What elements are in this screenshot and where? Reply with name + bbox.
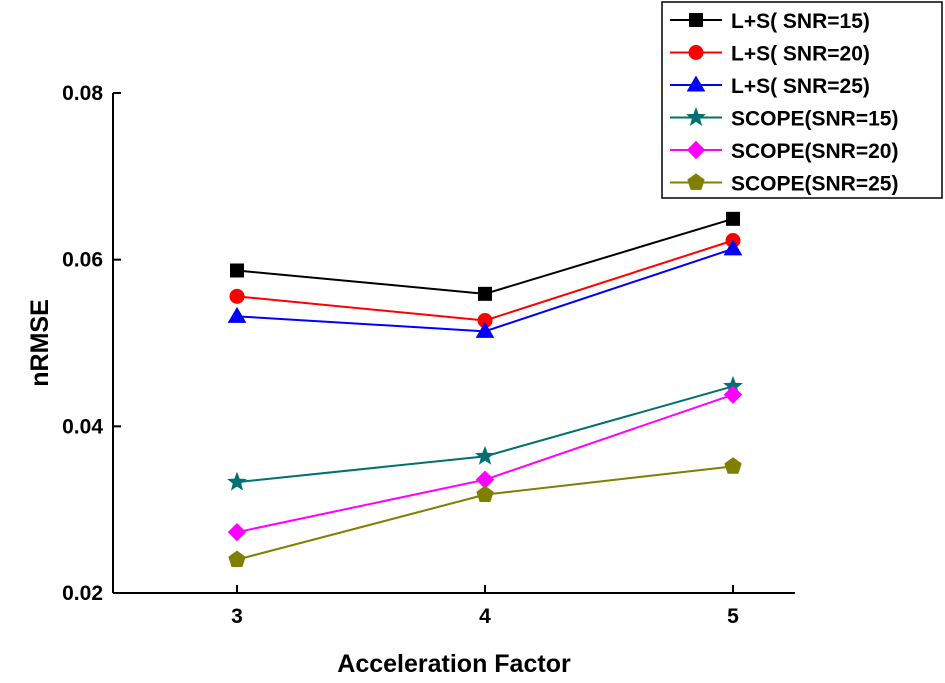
data-point-circle — [229, 288, 245, 304]
y-tick-label: 0.04 — [62, 415, 103, 438]
x-tick-label: 3 — [231, 605, 243, 628]
legend-label: L+S( SNR=15) — [731, 10, 870, 33]
x-axis-title: Acceleration Factor — [337, 650, 571, 678]
data-point-square — [230, 263, 244, 278]
x-tick-label: 5 — [727, 605, 739, 628]
legend-marker-pentagon — [687, 173, 705, 190]
y-tick-label: 0.06 — [62, 249, 103, 272]
data-point-triangle — [475, 321, 495, 338]
legend-marker-star — [686, 107, 706, 126]
legend-box — [661, 1, 943, 199]
data-point-square — [478, 286, 492, 301]
data-point-triangle — [723, 239, 743, 256]
series-line — [236, 385, 734, 484]
data-point-diamond — [723, 385, 743, 404]
legend-marker-square — [689, 13, 703, 27]
data-point-star — [475, 445, 495, 465]
series-line — [236, 239, 734, 322]
legend-label: L+S( SNR=25) — [731, 75, 870, 98]
legend-entry: L+S( SNR=20) — [670, 43, 870, 66]
data-point-pentagon — [476, 485, 494, 503]
legend-label: SCOPE(SNR=20) — [731, 140, 898, 163]
legend-marker-triangle — [686, 75, 706, 92]
legend-entry: SCOPE(SNR=15) — [670, 107, 898, 131]
data-point-diamond — [227, 522, 247, 542]
series-2 — [229, 233, 741, 328]
axes — [112, 92, 795, 594]
tick-labels: 0.02 0.04 0.06 0.08 3 4 5 — [62, 82, 739, 628]
legend-label: SCOPE(SNR=15) — [731, 108, 898, 131]
legend: L+S( SNR=15) L+S( SNR=20) L+S( SNR=25) SCOP… — [661, 1, 943, 199]
y-axis-title: nRMSE — [26, 299, 54, 387]
data-point-pentagon — [724, 457, 742, 474]
series-6 — [228, 457, 742, 568]
y-tick-label: 0.08 — [62, 82, 103, 105]
legend-entry: L+S( SNR=25) — [670, 75, 870, 98]
data-point-pentagon — [228, 550, 246, 568]
legend-entry: SCOPE(SNR=20) — [670, 140, 898, 163]
legend-label: SCOPE(SNR=25) — [731, 173, 898, 196]
legend-marker-circle — [688, 45, 704, 60]
legend-entry: SCOPE(SNR=25) — [670, 173, 898, 196]
series-5 — [227, 385, 743, 542]
series-line — [236, 217, 734, 295]
series-line — [236, 393, 734, 534]
data-point-triangle — [227, 306, 247, 323]
x-tick-label: 4 — [479, 605, 491, 628]
series-1 — [230, 211, 740, 301]
data-point-star — [227, 471, 247, 491]
series-layer — [227, 211, 743, 568]
legend-label: L+S( SNR=20) — [731, 43, 870, 66]
legend-marker-diamond — [686, 140, 706, 160]
y-tick-label: 0.02 — [62, 582, 103, 605]
series-3 — [227, 239, 743, 338]
data-point-square — [726, 211, 740, 226]
legend-entry: L+S( SNR=15) — [670, 10, 870, 33]
